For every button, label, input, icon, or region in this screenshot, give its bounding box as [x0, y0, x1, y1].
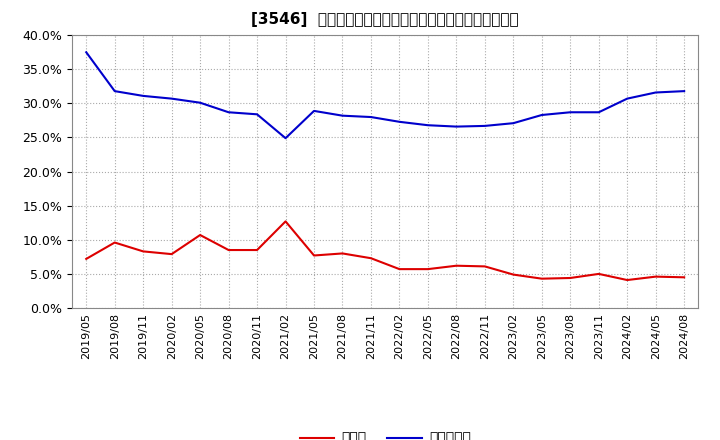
有利子負債	[253, 112, 261, 117]
有利子負債	[282, 136, 290, 141]
有利子負債	[338, 113, 347, 118]
現預金	[423, 267, 432, 272]
Title: [3546]  現預金、有利子負債の総資産に対する比率の推移: [3546] 現預金、有利子負債の総資産に対する比率の推移	[251, 12, 519, 27]
有利子負債	[225, 110, 233, 115]
現預金	[480, 264, 489, 269]
有利子負債	[566, 110, 575, 115]
現預金	[310, 253, 318, 258]
有利子負債	[310, 108, 318, 114]
Line: 現預金: 現預金	[86, 221, 684, 280]
Line: 有利子負債: 有利子負債	[86, 52, 684, 138]
現預金	[167, 252, 176, 257]
現預金	[338, 251, 347, 256]
有利子負債	[595, 110, 603, 115]
現預金	[110, 240, 119, 245]
有利子負債	[82, 50, 91, 55]
有利子負債	[366, 114, 375, 120]
現預金	[282, 219, 290, 224]
現預金	[366, 256, 375, 261]
現預金	[566, 275, 575, 281]
現預金	[652, 274, 660, 279]
有利子負債	[452, 124, 461, 129]
現預金	[196, 232, 204, 238]
有利子負債	[423, 123, 432, 128]
有利子負債	[537, 112, 546, 117]
有利子負債	[139, 93, 148, 99]
現預金	[509, 272, 518, 277]
現預金	[395, 267, 404, 272]
現預金	[680, 275, 688, 280]
現預金	[623, 277, 631, 282]
有利子負債	[167, 96, 176, 101]
有利子負債	[480, 123, 489, 128]
現預金	[595, 271, 603, 276]
有利子負債	[196, 100, 204, 105]
現預金	[225, 247, 233, 253]
現預金	[82, 256, 91, 261]
現預金	[537, 276, 546, 281]
現預金	[139, 249, 148, 254]
有利子負債	[680, 88, 688, 94]
有利子負債	[110, 88, 119, 94]
有利子負債	[509, 121, 518, 126]
現預金	[253, 247, 261, 253]
Legend: 現預金, 有利子負債: 現預金, 有利子負債	[294, 426, 477, 440]
有利子負債	[623, 96, 631, 101]
現預金	[452, 263, 461, 268]
有利子負債	[395, 119, 404, 125]
有利子負債	[652, 90, 660, 95]
